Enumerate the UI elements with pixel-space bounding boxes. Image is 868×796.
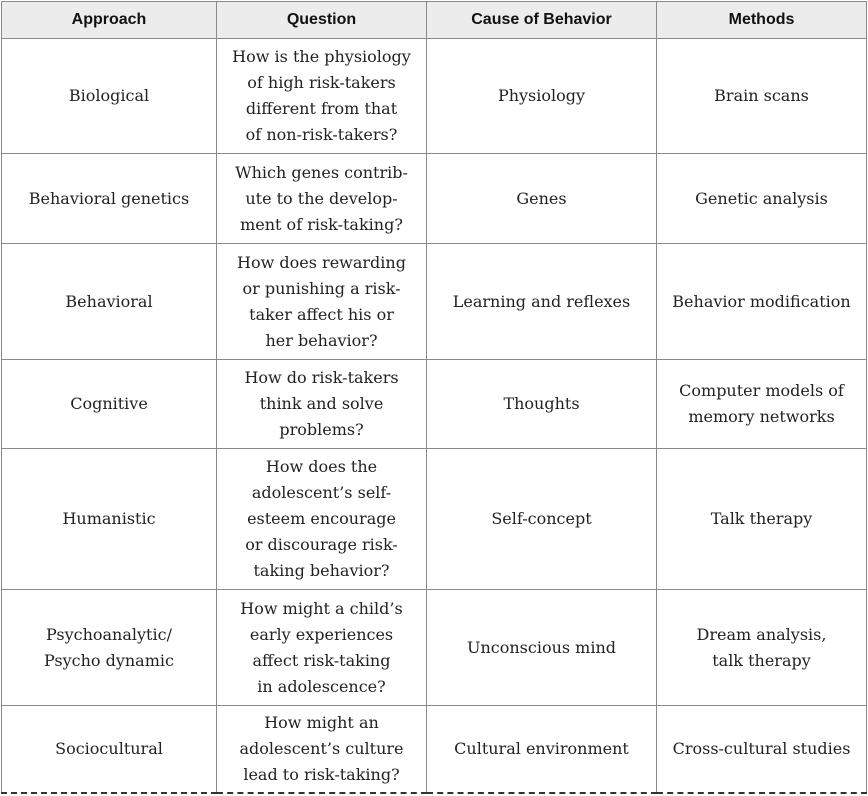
cell-methods: Dream analysis, talk therapy <box>656 589 867 706</box>
cell-text-line: How might a child’s <box>240 598 403 618</box>
cell-approach: Behavioral genetics <box>1 153 217 244</box>
cell-question: How might an adolescent’s culture lead to … <box>216 705 427 794</box>
cell-text-line: or discourage risk- <box>245 535 398 554</box>
cell-text-line: How is the physiology <box>232 47 411 66</box>
cell-question: How is the physiology of high risk-takers… <box>216 38 427 154</box>
cell-text-line: early experiences <box>249 624 394 644</box>
header-approach: Approach <box>1 1 217 39</box>
cell-text-line: Which genes contrib- <box>235 162 408 182</box>
cell-cause: Unconscious mind <box>426 589 657 706</box>
cell-question: How might a child’s early experiences affe… <box>216 589 427 706</box>
cell-text-line: different from that <box>245 99 398 118</box>
cell-approach: Cognitive <box>1 359 217 449</box>
cell-text-line: of non-risk-takers? <box>245 125 398 144</box>
cell-text-line: in adolescence? <box>257 676 386 696</box>
cell-text-line: Cognitive <box>70 394 148 413</box>
cell-methods: Genetic analysis <box>656 153 867 244</box>
cell-text-line: Learning and reflexes <box>452 291 631 311</box>
cell-methods: Behavior modification <box>656 243 867 360</box>
cell-text-line: How might an <box>264 712 379 732</box>
table-row: Psychoanalytic/Psycho dynamic How might a… <box>1 589 867 706</box>
cell-cause: Thoughts <box>426 359 657 449</box>
cell-text-line: How do risk-takers <box>244 368 399 387</box>
table-row: Behavioral How does rewarding or punishing… <box>1 243 867 360</box>
cell-cause: Self-concept <box>426 448 657 590</box>
cell-cause: Physiology <box>426 38 657 154</box>
cell-text-line: Genes <box>516 188 567 208</box>
table-row: Sociocultural How might an adolescent’s cu… <box>1 705 867 794</box>
cell-text-line: Behavior modification <box>672 291 851 311</box>
cell-cause: Genes <box>426 153 657 244</box>
cell-methods: Brain scans <box>656 38 867 154</box>
table-row: Biological How is the physiology of high r… <box>1 38 867 154</box>
cell-text-line: memory networks <box>688 407 835 426</box>
cell-cause: Cultural environment <box>426 705 657 794</box>
cell-text-line: affect risk-taking <box>252 650 391 670</box>
cell-text-line: Cross-cultural studies <box>672 738 851 758</box>
header-row: Approach Question Cause of Behavior Meth… <box>1 1 867 39</box>
cell-text-line: How does the <box>265 457 378 476</box>
table-row: Humanistic How does the adolescent’s self-… <box>1 448 867 590</box>
cell-text-line: Computer models of <box>679 381 844 400</box>
cell-text-line: ment of risk-taking? <box>240 214 403 234</box>
header-methods: Methods <box>656 1 867 39</box>
cell-text-line: adolescent’s culture <box>239 738 404 758</box>
header-cause: Cause of Behavior <box>426 1 657 39</box>
cell-text-line: Dream analysis, <box>696 624 827 644</box>
cell-text-line: think and solve <box>259 394 384 413</box>
cell-text-line: Behavioral genetics <box>28 188 190 208</box>
cell-text-line: Psycho dynamic <box>44 650 174 670</box>
header-question: Question <box>216 1 427 39</box>
cell-text-line: Genetic analysis <box>695 188 828 208</box>
cell-text-line: talk therapy <box>712 650 811 670</box>
table-row: Behavioral genetics Which genes contrib-u… <box>1 153 867 244</box>
cell-text-line: How does rewarding <box>237 252 406 272</box>
cell-approach: Psychoanalytic/Psycho dynamic <box>1 589 217 706</box>
cell-text-line: taking behavior? <box>253 561 390 580</box>
cell-text-line: her behavior? <box>265 330 378 350</box>
table-row: Cognitive How do risk-takers think and sol… <box>1 359 867 449</box>
cell-methods: Computer models of memory networks <box>656 359 867 449</box>
cell-text-line: Unconscious mind <box>466 637 617 657</box>
cell-text-line: Psychoanalytic/ <box>46 624 172 644</box>
cell-question: Which genes contrib-ute to the develop-m… <box>216 153 427 244</box>
cell-text-line: Sociocultural <box>55 738 163 758</box>
cell-text-line: Physiology <box>497 86 586 105</box>
cell-text-line: Humanistic <box>62 509 156 528</box>
table-body: Biological How is the physiology of high r… <box>1 38 867 794</box>
cell-text-line: Thoughts <box>503 394 580 413</box>
cell-text-line: Brain scans <box>714 86 809 105</box>
cell-text-line: adolescent’s self- <box>251 483 392 502</box>
cell-question: How do risk-takers think and solve problem… <box>216 359 427 449</box>
cell-approach: Humanistic <box>1 448 217 590</box>
cell-question: How does the adolescent’s self-esteem enc… <box>216 448 427 590</box>
cell-text-line: problems? <box>279 420 364 439</box>
cell-text-line: Behavioral <box>65 291 153 311</box>
cell-text-line: Cultural environment <box>454 738 629 758</box>
cell-approach: Sociocultural <box>1 705 217 794</box>
cell-approach: Biological <box>1 38 217 154</box>
cell-methods: Cross-cultural studies <box>656 705 867 794</box>
cell-approach: Behavioral <box>1 243 217 360</box>
cell-text-line: esteem encourage <box>247 509 396 528</box>
cell-text-line: of high risk-takers <box>247 73 396 92</box>
cell-question: How does rewarding or punishing a risk-ta… <box>216 243 427 360</box>
cell-methods: Talk therapy <box>656 448 867 590</box>
cell-cause: Learning and reflexes <box>426 243 657 360</box>
cell-text-line: ute to the develop- <box>245 188 398 208</box>
cell-text-line: Talk therapy <box>710 509 813 528</box>
cell-text-line: lead to risk-taking? <box>243 764 400 784</box>
cell-text-line: or punishing a risk- <box>242 278 401 298</box>
cell-text-line: taker affect his or <box>249 304 394 324</box>
cell-text-line: Biological <box>68 86 150 105</box>
cell-text-line: Self-concept <box>491 509 592 528</box>
